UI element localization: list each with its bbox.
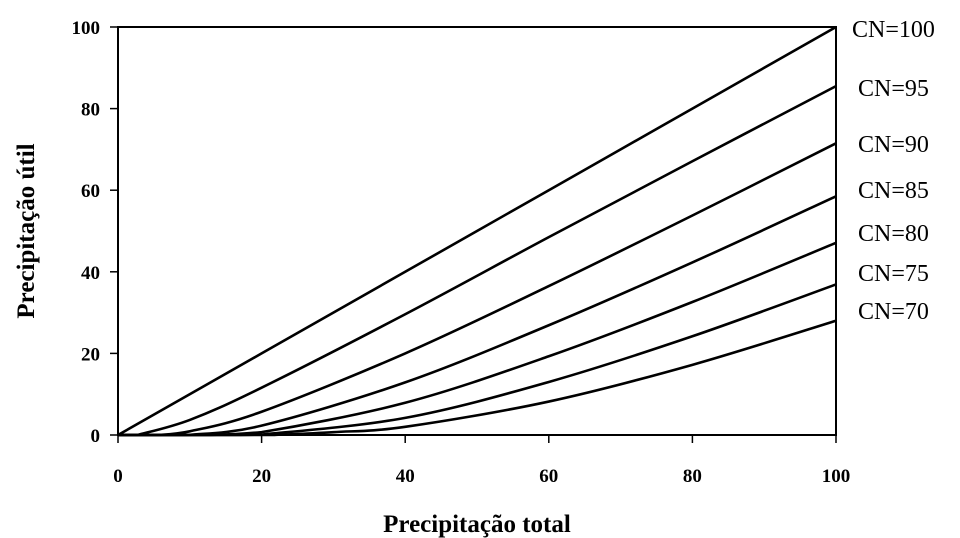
y-axis-title: Precipitação útil [13,143,40,318]
series-line [118,319,837,437]
y-tick-label: 20 [81,344,100,365]
series-lines [117,25,837,437]
series-label: CN=70 [858,299,929,325]
x-tick-label: 60 [539,466,558,487]
axis-ticks [110,26,837,443]
y-tick-label: 40 [81,263,100,284]
series-label: CN=80 [858,221,929,247]
y-tick-label: 60 [81,181,100,202]
x-tick-label: 0 [113,466,123,487]
series-line [118,283,837,437]
x-tick-labels: 0 20 40 60 80 100 [113,466,850,487]
series-label: CN=85 [858,178,929,204]
x-tick-label: 100 [822,466,851,487]
x-tick-label: 20 [252,466,271,487]
x-tick-label: 80 [683,466,702,487]
series-labels: CN=100 CN=95 CN=90 CN=85 CN=80 CN=75 CN=70 [852,17,935,325]
y-tick-labels: 0 20 40 60 80 100 [72,18,101,447]
x-axis-title: Precipitação total [383,511,571,538]
series-label: CN=95 [858,76,929,102]
series-line [117,25,837,437]
y-tick-label: 0 [91,426,101,447]
x-tick-label: 40 [396,466,415,487]
plot-frame [117,26,837,436]
series-line [118,85,837,437]
series-line [118,241,837,437]
series-line [118,142,837,437]
series-label: CN=75 [858,261,929,287]
y-tick-label: 80 [81,100,100,121]
series-label: CN=90 [858,132,929,158]
y-tick-label: 100 [72,18,101,39]
series-label: CN=100 [852,17,935,43]
